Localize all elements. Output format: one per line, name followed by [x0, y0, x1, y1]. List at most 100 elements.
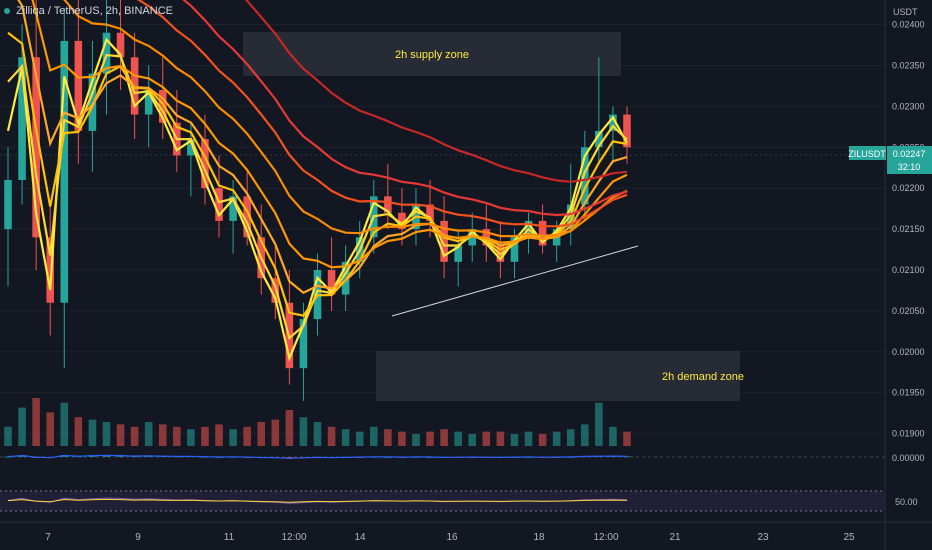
volume-bar-35 [496, 431, 505, 446]
candle-body-43 [609, 114, 617, 131]
price-tick-label: 0.02150 [892, 224, 925, 234]
volume-bar-29 [412, 434, 420, 446]
volume-bar-37 [524, 431, 533, 446]
candle-body-7 [102, 32, 111, 74]
rsi-ma-line [7, 498, 628, 503]
volume-bar-15 [215, 424, 223, 446]
volume-bar-7 [102, 422, 111, 446]
volume-bar-5 [74, 417, 83, 446]
candle-body-21 [299, 319, 308, 369]
price-tick-label: 0.02050 [892, 306, 925, 316]
price-tick-label: 0.02300 [892, 101, 925, 111]
candle-body-32 [454, 245, 462, 262]
volume-bar-30 [426, 431, 434, 446]
price-tick-label: 0.02400 [892, 20, 925, 30]
volume-bars [4, 398, 631, 446]
volume-bar-40 [566, 429, 575, 446]
ascending-trendline [391, 245, 639, 317]
candle-body-2 [32, 57, 40, 238]
trendline[interactable] [391, 245, 639, 317]
volume-bar-28 [398, 431, 406, 446]
volume-bar-27 [384, 429, 392, 446]
volume-bar-2 [32, 398, 40, 446]
rsi-pane [0, 490, 885, 512]
volume-bar-26 [369, 426, 378, 446]
volume-bar-25 [355, 431, 364, 446]
zone-label-1: 2h demand zone [662, 371, 744, 383]
candle-body-17 [243, 196, 251, 238]
volume-bar-23 [327, 426, 336, 446]
volume-bar-6 [88, 419, 97, 446]
candle-body-40 [566, 204, 575, 230]
symbol-badge [849, 146, 886, 160]
zone-rectangles [243, 32, 740, 401]
volume-bar-38 [538, 434, 547, 446]
time-tick-label: 21 [669, 532, 681, 543]
volume-bar-43 [609, 426, 617, 446]
volume-bar-39 [552, 431, 561, 446]
time-axis[interactable]: 7 9 11 12:00 14 16 18 12:00 21 23 25 [0, 521, 932, 543]
ema-line-6 [136, 0, 628, 228]
volume-bar-44 [623, 431, 631, 446]
candle-body-44 [623, 114, 631, 148]
symbol-badge-text: ZILUSDT [848, 149, 886, 159]
macd-pane [0, 454, 885, 459]
candle-body-38 [538, 220, 547, 246]
volume-bar-8 [116, 424, 125, 446]
time-tick-label: 7 [45, 532, 51, 543]
last-price-badge [887, 146, 932, 174]
candle-body-1 [18, 57, 26, 180]
ema-line-7 [182, 0, 628, 217]
price-tick-label: 0.01900 [892, 429, 925, 439]
time-tick-label: 16 [446, 532, 458, 543]
ema-line-5 [62, 0, 628, 238]
last-price-value: 0.02247 [893, 149, 926, 159]
volume-bar-0 [4, 426, 12, 446]
candle-body-42 [595, 130, 603, 148]
candle-body-13 [187, 139, 195, 156]
candle-body-10 [144, 90, 153, 115]
bar-countdown: 32:10 [898, 162, 921, 172]
candle-body-41 [581, 147, 589, 205]
candle-body-24 [341, 261, 350, 295]
zone-rect-0 [243, 32, 621, 76]
price-scale[interactable]: USDT0.024000.023500.023000.022500.022000… [848, 0, 932, 550]
macd-scale-label: 0.00000 [892, 453, 925, 463]
volume-bar-3 [46, 412, 54, 446]
volume-bar-41 [581, 424, 589, 446]
volume-bar-9 [130, 426, 139, 446]
volume-bar-22 [313, 422, 322, 446]
volume-bar-11 [158, 424, 167, 446]
price-tick-label: 0.02200 [892, 183, 925, 193]
candle-body-11 [158, 90, 167, 123]
candle-body-16 [229, 196, 237, 221]
time-tick-label: 25 [843, 532, 855, 543]
symbol-title-text: Zilliqa / TetherUS, 2h, BINANCE [16, 5, 173, 17]
currency-label: USDT [893, 7, 918, 17]
volume-bar-20 [285, 410, 294, 446]
volume-bar-17 [243, 426, 251, 446]
market-status-icon [4, 8, 10, 15]
ema-ribbon [6, 0, 628, 362]
volume-bar-12 [173, 426, 181, 446]
time-tick-label: 14 [354, 532, 366, 543]
candle-body-6 [88, 73, 97, 131]
candle-body-14 [201, 139, 209, 189]
volume-bar-33 [468, 434, 477, 446]
price-tick-label: 0.02100 [892, 265, 925, 275]
price-tick-label: 0.01950 [892, 388, 925, 398]
candle-body-31 [440, 220, 448, 262]
volume-bar-32 [454, 431, 462, 446]
time-tick-label: 23 [757, 532, 769, 543]
candle-body-5 [74, 40, 83, 131]
time-tick-label: 11 [224, 532, 235, 543]
volume-bar-31 [440, 429, 448, 446]
macd-hist-0 [4, 456, 12, 458]
macd-hist-44 [623, 456, 631, 458]
volume-bar-19 [271, 419, 280, 446]
ema-line-8 [244, 0, 628, 183]
zone-rect-1 [376, 351, 740, 401]
volume-bar-34 [482, 431, 491, 446]
candle-body-23 [327, 270, 336, 295]
